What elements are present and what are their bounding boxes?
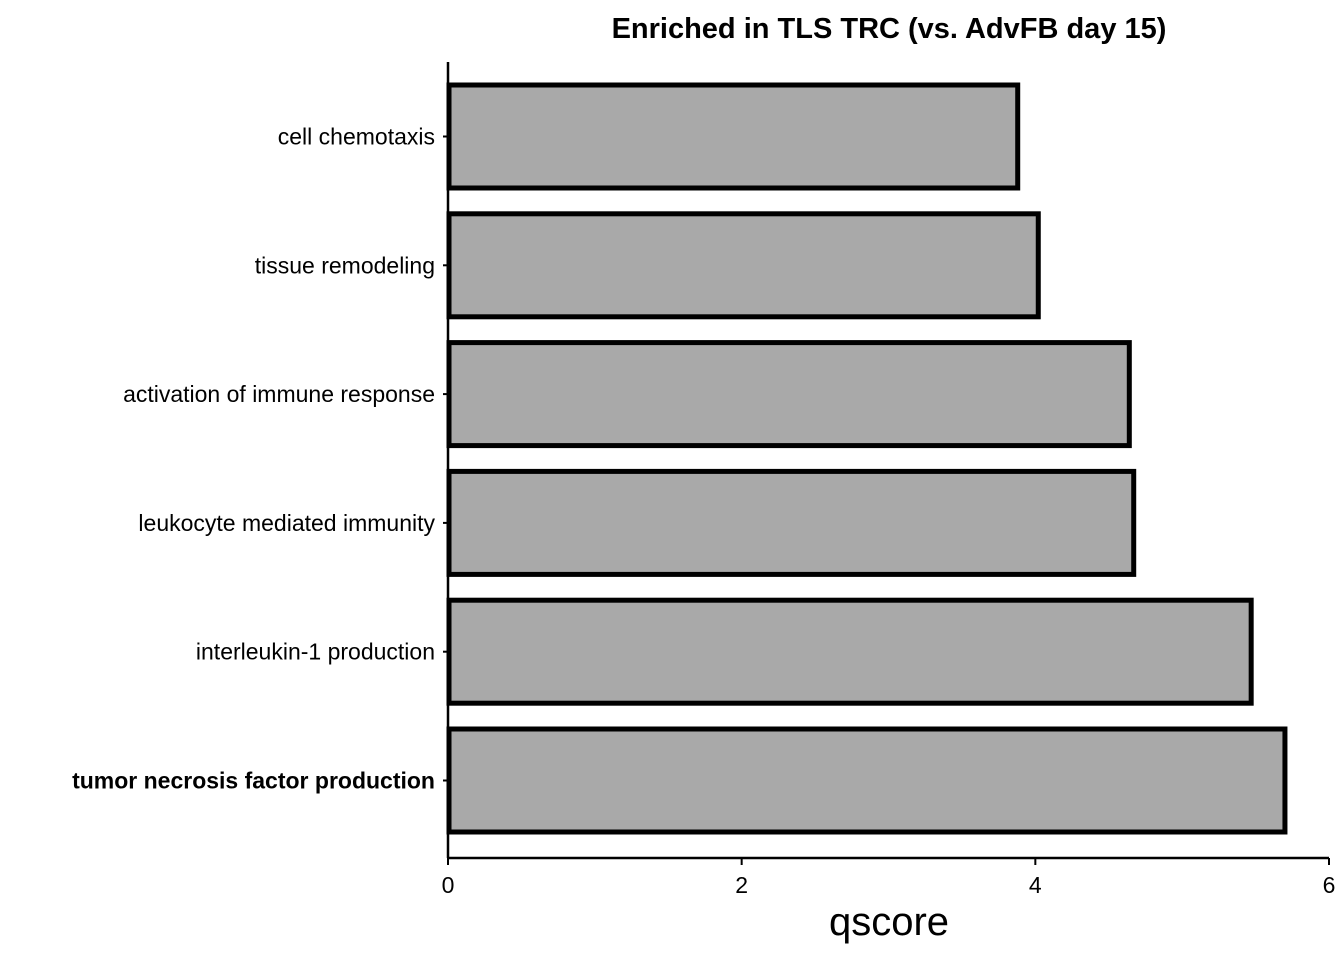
x-axis: 0 2 4 6 <box>442 856 1336 898</box>
bar-activation-of-immune-response <box>446 340 1132 449</box>
bar-cell-chemotaxis <box>446 82 1021 191</box>
bar-tissue-remodeling <box>446 211 1041 320</box>
bar-leukocyte-mediated-immunity <box>446 468 1137 577</box>
category-label-leukocyte-mediated-immunity: leukocyte mediated immunity <box>138 510 435 536</box>
x-tick-label: 0 <box>442 872 455 898</box>
x-axis-title: qscore <box>829 900 949 944</box>
category-label-tissue-remodeling: tissue remodeling <box>255 252 435 278</box>
bar-interleukin-1-production <box>446 597 1254 706</box>
bar-tumor-necrosis-factor-production <box>446 726 1288 835</box>
category-label-tumor-necrosis-factor-production: tumor necrosis factor production <box>72 768 435 794</box>
category-label-cell-chemotaxis: cell chemotaxis <box>278 124 435 150</box>
x-tick-label: 4 <box>1029 872 1042 898</box>
bars-group <box>446 82 1288 835</box>
category-label-interleukin-1-production: interleukin-1 production <box>196 639 435 665</box>
x-tick-label: 6 <box>1323 872 1336 898</box>
category-label-activation-of-immune-response: activation of immune response <box>123 381 435 407</box>
y-axis: cell chemotaxis tissue remodeling activati… <box>72 62 450 858</box>
x-tick-label: 2 <box>735 872 748 898</box>
chart-title: Enriched in TLS TRC (vs. AdvFB day 15) <box>612 13 1167 45</box>
